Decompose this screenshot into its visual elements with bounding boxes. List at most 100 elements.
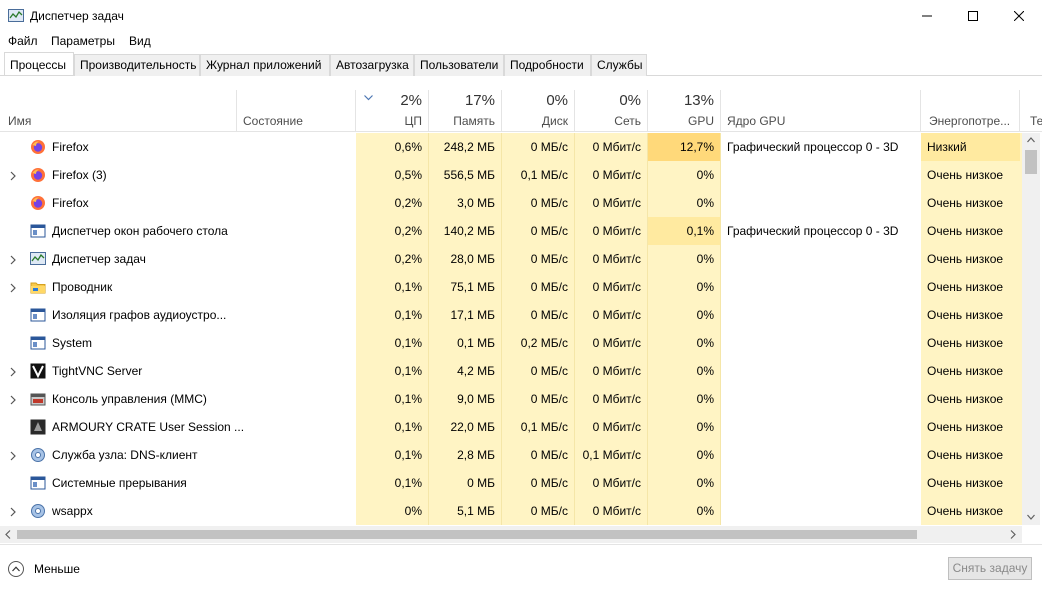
scroll-down-icon[interactable] (1027, 514, 1035, 520)
header-memory[interactable]: 17% Память (429, 90, 502, 132)
header-power-trend[interactable]: Те (1030, 114, 1042, 128)
cell-gpu: 0% (648, 273, 721, 301)
cell-power-trend (1020, 161, 1022, 189)
process-name: Служба узла: DNS-клиент (52, 448, 198, 462)
cell-disk: 0 МБ/с (502, 441, 575, 469)
cell-power-trend (1020, 273, 1022, 301)
tab-performance[interactable]: Производительность (74, 54, 200, 76)
table-row[interactable]: TightVNC Server 0,1% 4,2 МБ 0 МБ/с 0 Мбит/с 0… (0, 357, 1022, 385)
taskmgr-icon (30, 251, 46, 267)
table-row[interactable]: Диспетчер окон рабочего стола 0,2% 140,2 М… (0, 217, 1022, 245)
cell-mem: 248,2 МБ (429, 133, 502, 161)
tab-app-history[interactable]: Журнал приложений (200, 54, 330, 76)
cell-gpu-engine (721, 189, 921, 217)
table-row[interactable]: Системные прерывания 0,1% 0 МБ 0 МБ/с 0 Мбит… (0, 469, 1022, 497)
chevron-right-icon[interactable] (8, 254, 18, 265)
cell-disk: 0 МБ/с (502, 301, 575, 329)
table-row[interactable]: Диспетчер задач 0,2% 28,0 МБ 0 МБ/с 0 Мбит/с… (0, 245, 1022, 273)
chevron-right-icon[interactable] (8, 366, 18, 377)
table-row[interactable]: Firefox (3) 0,5% 556,5 МБ 0,1 МБ/с 0 Мбит/с 0… (0, 161, 1022, 189)
cell-disk: 0 МБ/с (502, 133, 575, 161)
cell-net: 0 Мбит/с (575, 245, 648, 273)
cell-power-trend (1020, 413, 1022, 441)
cell-power-trend (1020, 301, 1022, 329)
horizontal-scrollbar[interactable] (0, 526, 1022, 543)
cell-power-trend (1020, 217, 1022, 245)
process-name: Системные прерывания (52, 476, 187, 490)
chevron-right-icon[interactable] (8, 394, 18, 405)
cell-power-trend (1020, 441, 1022, 469)
menu-file[interactable]: Файл (8, 34, 38, 48)
maximize-button[interactable] (950, 0, 996, 32)
cell-cpu: 0,1% (356, 413, 429, 441)
end-task-button[interactable]: Снять задачу (948, 557, 1032, 580)
cell-net: 0,1 Мбит/с (575, 441, 648, 469)
table-row[interactable]: Firefox 0,6% 248,2 МБ 0 МБ/с 0 Мбит/с 12,7% Гр… (0, 133, 1022, 161)
cell-cpu: 0,1% (356, 385, 429, 413)
vertical-scroll-thumb[interactable] (1025, 150, 1037, 174)
cell-net: 0 Мбит/с (575, 273, 648, 301)
process-name: wsappx (52, 504, 93, 518)
cell-cpu: 0,1% (356, 469, 429, 497)
header-power[interactable]: Энергопотре... (921, 90, 1020, 132)
scroll-right-icon[interactable] (1010, 530, 1016, 539)
header-network[interactable]: 0% Сеть (575, 90, 648, 132)
table-row[interactable]: wsappx 0% 5,1 МБ 0 МБ/с 0 Мбит/с 0% Очень низк… (0, 497, 1022, 525)
cell-disk: 0,1 МБ/с (502, 161, 575, 189)
cell-power: Очень низкое (921, 469, 1020, 497)
tab-users[interactable]: Пользователи (414, 54, 504, 76)
header-gpu[interactable]: 13% GPU (648, 90, 721, 132)
window-title: Диспетчер задач (30, 9, 124, 23)
horizontal-scroll-thumb[interactable] (17, 530, 917, 539)
cell-gpu-engine (721, 245, 921, 273)
cell-mem: 22,0 МБ (429, 413, 502, 441)
cell-mem: 75,1 МБ (429, 273, 502, 301)
column-header: Имя Состояние 2% ЦП 17% Память 0% Диск 0… (0, 90, 1042, 132)
cell-disk: 0 МБ/с (502, 245, 575, 273)
cell-gpu-engine (721, 385, 921, 413)
chevron-right-icon[interactable] (8, 506, 18, 517)
table-row[interactable]: Изоляция графов аудиоустро... 0,1% 17,1 МБ… (0, 301, 1022, 329)
cell-power: Очень низкое (921, 497, 1020, 525)
scroll-up-icon[interactable] (1027, 137, 1035, 143)
tab-startup[interactable]: Автозагрузка (330, 54, 414, 76)
table-row[interactable]: ARMOURY CRATE User Session ... 0,1% 22,0 М… (0, 413, 1022, 441)
cell-gpu: 0% (648, 469, 721, 497)
table-row[interactable]: Проводник 0,1% 75,1 МБ 0 МБ/с 0 Мбит/с 0% Очен… (0, 273, 1022, 301)
header-cpu[interactable]: 2% ЦП (356, 90, 429, 132)
header-gpu-engine[interactable]: Ядро GPU (721, 90, 921, 132)
header-name[interactable]: Имя (8, 114, 32, 128)
menu-view[interactable]: Вид (129, 34, 151, 48)
close-button[interactable] (996, 0, 1042, 32)
chevron-right-icon[interactable] (8, 282, 18, 293)
cell-mem: 4,2 МБ (429, 357, 502, 385)
cell-power: Очень низкое (921, 413, 1020, 441)
chevron-right-icon[interactable] (8, 170, 18, 181)
cell-gpu-engine (721, 469, 921, 497)
menu-options[interactable]: Параметры (51, 34, 115, 48)
scroll-left-icon[interactable] (5, 530, 11, 539)
cell-mem: 556,5 МБ (429, 161, 502, 189)
fewer-details-button[interactable]: Меньше (8, 559, 80, 579)
taskmgr-app-icon (8, 9, 24, 22)
cell-mem: 2,8 МБ (429, 441, 502, 469)
tab-services[interactable]: Службы (591, 54, 647, 76)
process-list: Firefox 0,6% 248,2 МБ 0 МБ/с 0 Мбит/с 12,7% Гр… (0, 133, 1022, 525)
table-row[interactable]: Служба узла: DNS-клиент 0,1% 2,8 МБ 0 МБ/с 0… (0, 441, 1022, 469)
process-name: Консоль управления (MMC) (52, 392, 207, 406)
vertical-scrollbar[interactable] (1022, 133, 1040, 525)
header-disk[interactable]: 0% Диск (502, 90, 575, 132)
table-row[interactable]: Firefox 0,2% 3,0 МБ 0 МБ/с 0 Мбит/с 0% Очень н… (0, 189, 1022, 217)
tab-processes[interactable]: Процессы (4, 52, 74, 75)
cell-net: 0 Мбит/с (575, 217, 648, 245)
header-status[interactable]: Состояние (236, 90, 356, 132)
table-row[interactable]: System 0,1% 0,1 МБ 0,2 МБ/с 0 Мбит/с 0% Очень … (0, 329, 1022, 357)
tab-details[interactable]: Подробности (504, 54, 591, 76)
minimize-button[interactable] (904, 0, 950, 32)
cell-disk: 0 МБ/с (502, 385, 575, 413)
cell-gpu: 0% (648, 497, 721, 525)
armoury-icon (30, 419, 46, 435)
table-row[interactable]: Консоль управления (MMC) 0,1% 9,0 МБ 0 МБ/с… (0, 385, 1022, 413)
chevron-right-icon[interactable] (8, 450, 18, 461)
process-name: Диспетчер окон рабочего стола (52, 224, 228, 238)
